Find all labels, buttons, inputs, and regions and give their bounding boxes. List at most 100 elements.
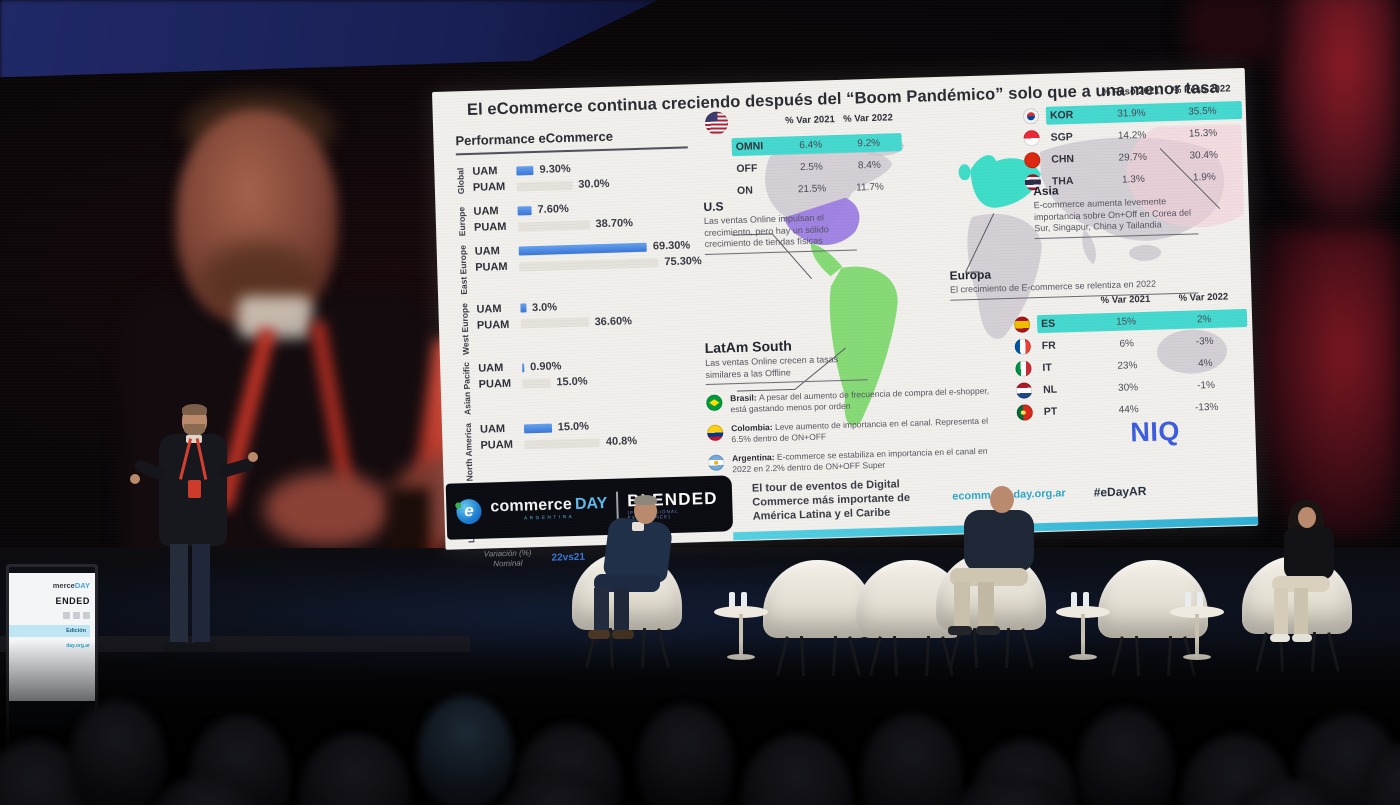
table-row: IT 23% 4% — [1008, 353, 1248, 378]
presenter-hand-right — [248, 452, 258, 462]
chart-region-label: West Europe — [459, 302, 471, 355]
chart-group: Asian Pacific UAM 0.90% PUAM 15.0% — [461, 355, 717, 416]
row-value: -13% — [1194, 401, 1219, 414]
co-flag-icon — [707, 424, 724, 442]
table-row: SGP 14.2% 15.3% — [1016, 123, 1242, 148]
bar-series-label: UAM — [479, 423, 506, 437]
row-value: 30% — [1117, 381, 1139, 394]
bar-value: 30.0% — [578, 177, 610, 191]
water-bottle — [741, 592, 747, 609]
row-code: SGP — [1050, 131, 1073, 144]
chart-group: Global UAM 9.30% PUAM 30.0% — [455, 158, 711, 198]
connector-latam — [729, 347, 847, 393]
row-value: 6% — [1119, 337, 1135, 350]
performance-header: Performance eCommerce — [455, 126, 688, 156]
bar-series-label: PUAM — [480, 439, 514, 453]
chart-group: East Europe UAM 69.30% PUAM 75.30% — [458, 238, 714, 294]
presenter-video-projection — [88, 44, 504, 653]
presenter-beard — [184, 424, 205, 435]
row-value: 30.4% — [1189, 149, 1219, 162]
table-row: OMNI 6.4% 9.2% — [702, 133, 902, 157]
us-callout-text: Las ventas Online impulsan el crecimient… — [703, 211, 857, 256]
kr-flag-icon — [1022, 108, 1040, 125]
table-row: CHN 29.7% 30.4% — [1017, 145, 1243, 170]
row-value: 23% — [1117, 359, 1138, 372]
legend-title: Variación (%) Nominal — [483, 548, 532, 569]
bar-series-label: PUAM — [478, 378, 512, 392]
water-bottle — [1071, 592, 1077, 609]
bar — [522, 363, 525, 373]
presenter-hair — [182, 404, 207, 415]
bar — [519, 257, 659, 271]
chart-group: Europe UAM 7.60% PUAM 38.70% — [456, 198, 712, 238]
connector-us — [729, 233, 813, 280]
ar-flag-icon — [707, 454, 725, 472]
row-value: 4% — [1197, 357, 1213, 369]
bar-series-label: PUAM — [475, 260, 508, 274]
presenter-hand-left — [130, 474, 140, 484]
map-central-america — [810, 242, 843, 277]
event-hashtag: #eDayAR — [1093, 483, 1147, 500]
row-value: 15% — [1115, 315, 1137, 328]
connector-europa — [964, 213, 995, 273]
row-value: 15.3% — [1188, 127, 1218, 140]
bar-series-label: UAM — [474, 245, 500, 258]
us-table: % Var 2021 % Var 2022 OMNI 6.4% 9.2% OFF 2.5% 8… — [701, 106, 904, 205]
audience-head — [862, 714, 962, 805]
us-flag-icon — [704, 111, 728, 135]
bar-series-label: UAM — [476, 302, 502, 316]
highlighted-row: OMNI 6.4% 9.2% — [731, 133, 902, 157]
bar — [524, 438, 601, 450]
row-value: 2.5% — [799, 160, 823, 173]
bullet-text: Colombia: Leve aumento de importancia en… — [730, 415, 989, 445]
row-code: FR — [1041, 339, 1056, 353]
water-bottle — [1197, 592, 1203, 609]
row-value: -1% — [1196, 379, 1216, 391]
panelist-1 — [576, 492, 706, 652]
bar — [516, 180, 573, 192]
bar-series-label: PUAM — [473, 220, 507, 234]
podium-sponsor-logos — [63, 612, 90, 619]
bar-series-label: UAM — [472, 165, 498, 178]
map-asia-highlight — [1126, 124, 1252, 228]
row-value: 21.5% — [797, 182, 827, 195]
bar — [523, 423, 552, 434]
row-code: ON — [736, 184, 753, 197]
map-india — [1082, 228, 1096, 265]
row-code: KOR — [1049, 108, 1074, 122]
table-row: KOR 31.9% 35.5% — [1016, 100, 1243, 126]
audience-head — [418, 696, 513, 805]
bar-series-label: UAM — [473, 205, 499, 218]
row-value: 11.7% — [856, 181, 884, 193]
chart-region-label: North America — [462, 423, 475, 482]
row-code: IT — [1042, 361, 1052, 375]
presenter — [130, 402, 258, 668]
row-value: 29.7% — [1118, 151, 1148, 164]
bar-value: 3.0% — [531, 300, 558, 314]
column-header: % Peso 2022 — [1172, 83, 1231, 97]
highlighted-row: KOR 31.9% 35.5% — [1045, 100, 1243, 125]
presenter-badge — [188, 480, 201, 498]
bar-series-label: PUAM — [476, 318, 510, 332]
bar-series-label: UAM — [478, 362, 504, 376]
tour-text: El tour de eventos de Digital Commerce m… — [751, 477, 911, 523]
asia-table: % Peso 2021 % Peso 2022 KOR 31.9% 35.5% SGP 14… — [1015, 80, 1244, 196]
audience — [0, 640, 1400, 805]
chart-region-label: Asian Pacific — [461, 362, 473, 416]
bar-series-label: PUAM — [472, 180, 506, 194]
presenter-collar — [186, 435, 202, 443]
latam-callout: LatAm South Las ventas Online crecen a t… — [704, 335, 868, 386]
br-flag-icon — [706, 394, 723, 411]
map-africa — [967, 214, 1042, 339]
video-hand-left — [264, 472, 392, 546]
bar — [518, 242, 648, 255]
map-south-america — [829, 266, 898, 426]
led-red-glare — [1276, 0, 1400, 226]
table-header-row: % Var 2021 % Var 2022 — [701, 106, 902, 135]
logo-commerce: commerce — [490, 495, 573, 516]
audience-head — [1078, 708, 1173, 805]
column-header: % Var 2022 — [843, 112, 893, 125]
europe-table: % Var 2021% Var 2022 ES 15% 2% FR 6% -3% IT 23% 4… — [1006, 288, 1250, 426]
bar-value: 15.0% — [557, 420, 590, 434]
